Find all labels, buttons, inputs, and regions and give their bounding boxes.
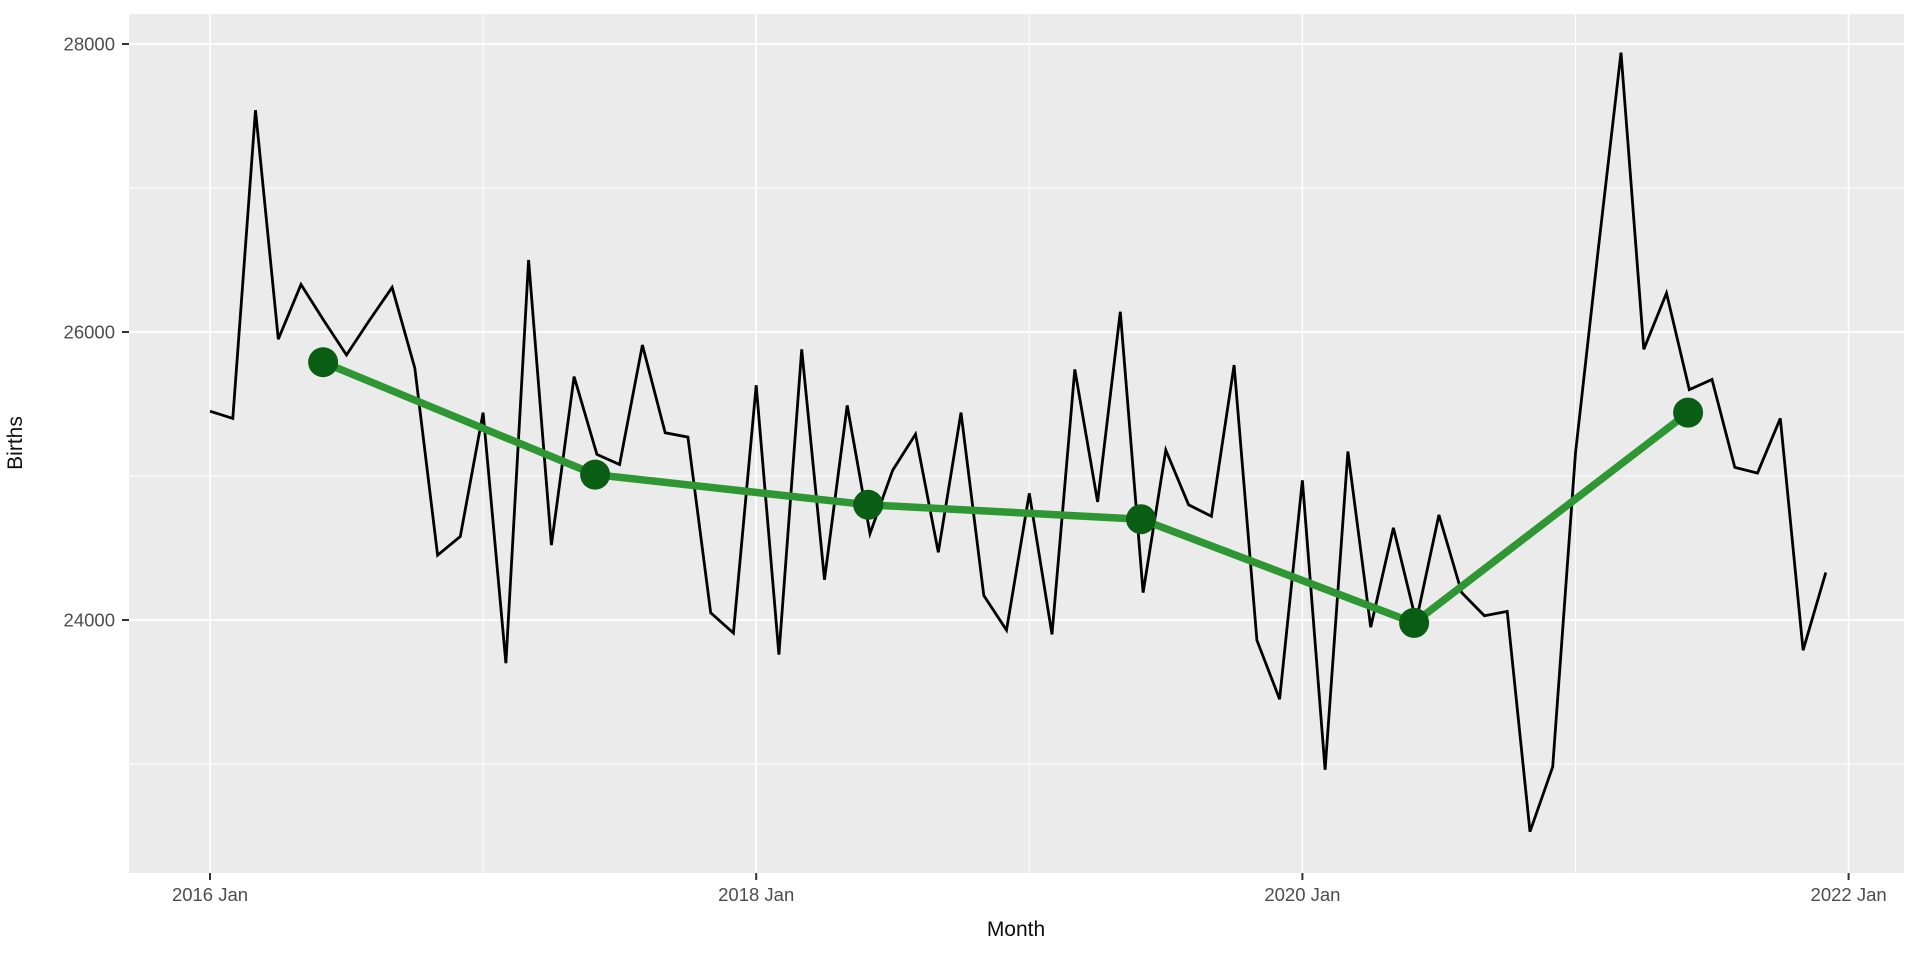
axis-tick-labels: 24000 26000 28000 2016 Jan 2018 Jan 2020 Jan 2…: [64, 34, 1887, 906]
plot-panel: [129, 14, 1904, 873]
y-axis-tick-label: 26000: [64, 322, 115, 343]
yearly-mean-point: [1399, 607, 1430, 638]
axis-tick-marks: [122, 43, 1850, 880]
x-axis-tick-label: 2016 Jan: [172, 884, 248, 905]
x-axis-tick-label: 2020 Jan: [1264, 884, 1340, 905]
yearly-mean-line: [319, 358, 1692, 627]
yearly-mean-point: [580, 459, 611, 490]
yearly-mean-point: [853, 489, 884, 520]
x-axis-tick-label: 2022 Jan: [1811, 884, 1887, 905]
y-axis-tick-label: 24000: [64, 610, 115, 631]
y-axis-title: Births: [4, 416, 27, 470]
series-layer: [209, 52, 1828, 833]
y-axis-tick-label: 28000: [64, 34, 115, 55]
monthly-births-line: [209, 52, 1828, 833]
yearly-mean-point: [1673, 397, 1704, 428]
yearly-mean-point: [308, 347, 339, 378]
x-axis-title: Month: [987, 918, 1045, 941]
x-axis-tick-label: 2018 Jan: [718, 884, 794, 905]
major-gridlines: [129, 14, 1904, 873]
yearly-mean-point: [1126, 504, 1156, 535]
